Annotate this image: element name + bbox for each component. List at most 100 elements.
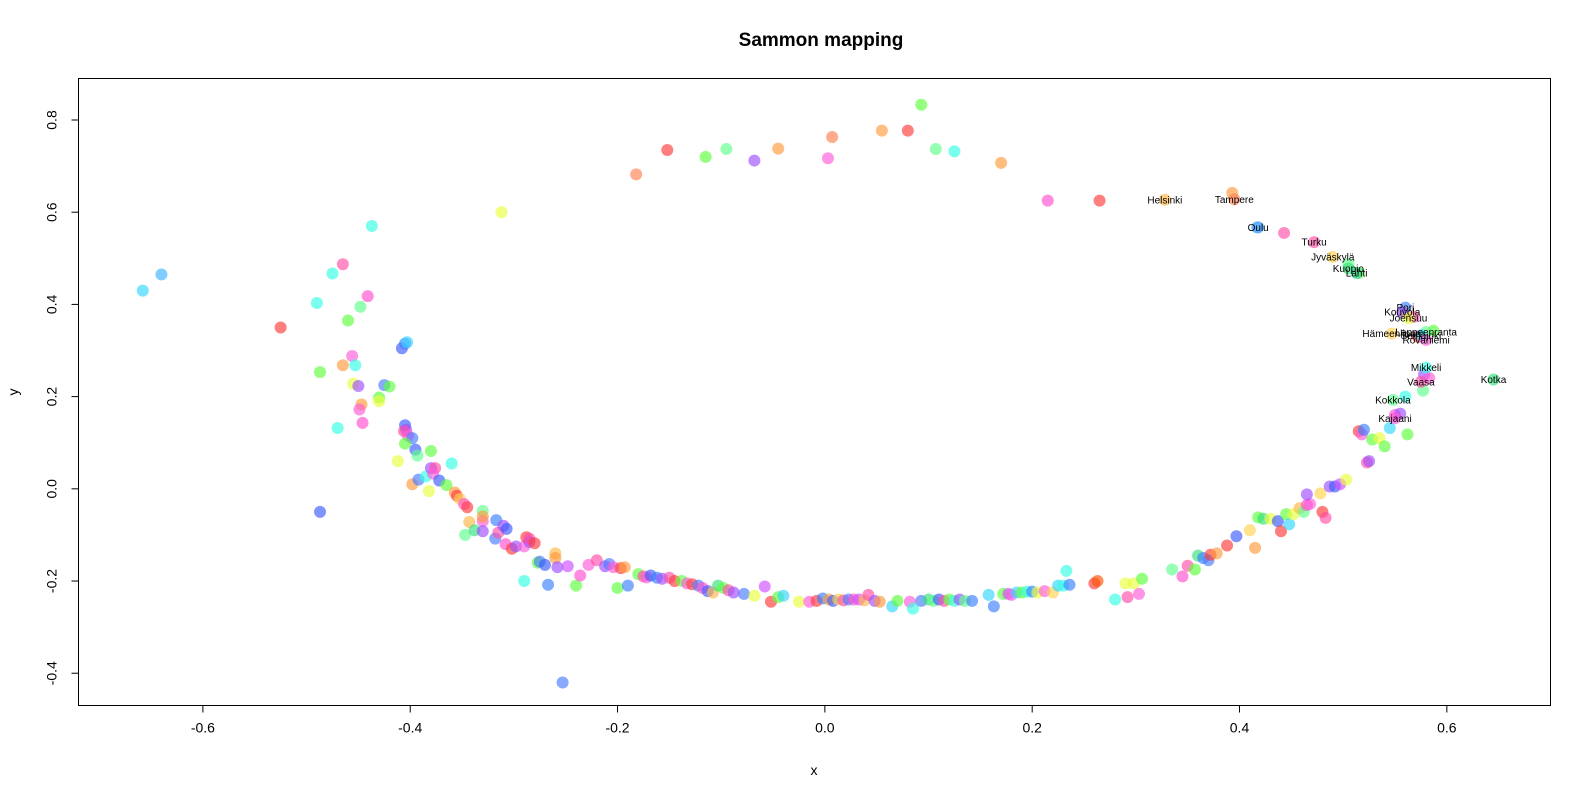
data-point: [995, 156, 1008, 169]
data-point: [331, 421, 344, 434]
data-point-labeled: [1389, 412, 1402, 425]
data-point: [391, 455, 404, 468]
data-point: [476, 525, 489, 538]
data-point: [336, 359, 349, 372]
data-point: [424, 445, 437, 458]
point-label: Kajaani: [1378, 414, 1411, 425]
data-point: [1041, 194, 1054, 207]
data-point-labeled: [1350, 267, 1363, 280]
data-point: [574, 569, 587, 582]
data-point: [901, 124, 914, 137]
data-point: [445, 457, 458, 470]
data-point: [353, 403, 366, 416]
data-point: [777, 589, 790, 602]
data-point: [875, 124, 888, 137]
data-point: [1304, 498, 1317, 511]
data-point: [1188, 563, 1201, 576]
data-point-labeled: [1414, 375, 1427, 388]
data-point-labeled: [1487, 373, 1500, 386]
x-tick-label: 0.4: [1230, 720, 1250, 736]
y-tick-label: -0.4: [44, 661, 60, 685]
x-tick-label: 0.2: [1022, 720, 1042, 736]
data-point: [365, 220, 378, 233]
data-point: [915, 98, 928, 111]
data-point-labeled: [1420, 361, 1433, 374]
point-label: Hämeenlinna: [1362, 329, 1421, 340]
data-point-labeled: [1326, 250, 1339, 263]
point-label: Lappeenranta: [1395, 328, 1457, 339]
y-tick-label: 0.4: [44, 294, 60, 314]
point-label: Turku: [1302, 238, 1327, 249]
point-label: Lahti: [1346, 269, 1368, 280]
data-point: [748, 589, 761, 602]
y-tick-label: 0.8: [44, 110, 60, 130]
data-point: [611, 581, 624, 594]
data-point: [500, 522, 513, 535]
data-point: [1243, 524, 1256, 537]
data-point: [1274, 525, 1287, 538]
data-point: [738, 587, 751, 600]
data-point: [551, 561, 564, 574]
data-point: [1221, 539, 1234, 552]
x-tick-label: 0.6: [1437, 720, 1457, 736]
data-point: [440, 479, 453, 492]
data-point: [542, 578, 555, 591]
data-point: [758, 580, 771, 593]
data-point: [1121, 591, 1134, 604]
data-point: [1340, 473, 1353, 486]
data-point: [1210, 547, 1223, 560]
data-point: [383, 380, 396, 393]
data-point: [873, 595, 886, 608]
data-point: [661, 143, 674, 156]
data-point: [948, 145, 961, 158]
data-point: [518, 575, 531, 588]
point-label: Kotka: [1481, 375, 1507, 386]
point-label: Seinäjoki: [1401, 331, 1442, 342]
point-label: Jyväskylä: [1311, 252, 1355, 263]
data-point: [792, 595, 805, 608]
data-point: [1383, 421, 1396, 434]
data-point: [1060, 564, 1073, 577]
data-point-labeled: [1308, 236, 1321, 249]
point-label: Kouvola: [1384, 308, 1421, 319]
data-point: [772, 142, 785, 155]
data-point: [352, 380, 365, 393]
data-point: [982, 588, 995, 601]
point-labels: Helsinki TampereOuluTurkuJyväskyläKuopioL…: [1147, 195, 1506, 425]
y-tick-label: 0.6: [44, 202, 60, 222]
data-point: [1119, 577, 1132, 590]
data-point: [1378, 440, 1391, 453]
data-point: [476, 510, 489, 523]
data-point: [1363, 455, 1376, 468]
y-tick-label: 0.2: [44, 387, 60, 407]
data-point: [310, 297, 323, 310]
data-point: [1109, 593, 1122, 606]
data-point: [906, 602, 919, 615]
data-point: [561, 560, 574, 573]
data-point: [1136, 572, 1149, 585]
data-point: [987, 600, 1000, 613]
data-point: [821, 152, 834, 165]
y-axis-title: y: [5, 389, 21, 396]
data-point: [1278, 226, 1291, 239]
data-point-labeled: [1228, 193, 1241, 206]
y-axis: -0.4 -0.2 0.0 0.2 0.4 0.6 0.8: [44, 110, 79, 685]
data-point: [1093, 194, 1106, 207]
data-point-labeled: [1158, 193, 1171, 206]
data-point: [826, 131, 839, 144]
data-point: [1249, 541, 1262, 554]
data-point: [495, 206, 508, 219]
data-point: [342, 314, 355, 327]
data-point: [1357, 423, 1370, 436]
data-point: [1176, 570, 1189, 583]
data-point: [891, 594, 904, 607]
data-point: [720, 143, 733, 156]
data-point: [361, 290, 374, 303]
x-axis-title: x: [811, 762, 818, 778]
data-point: [1271, 515, 1284, 528]
data-point-labeled: [1420, 333, 1433, 346]
data-point: [155, 268, 168, 281]
x-tick-label: -0.6: [191, 720, 215, 736]
